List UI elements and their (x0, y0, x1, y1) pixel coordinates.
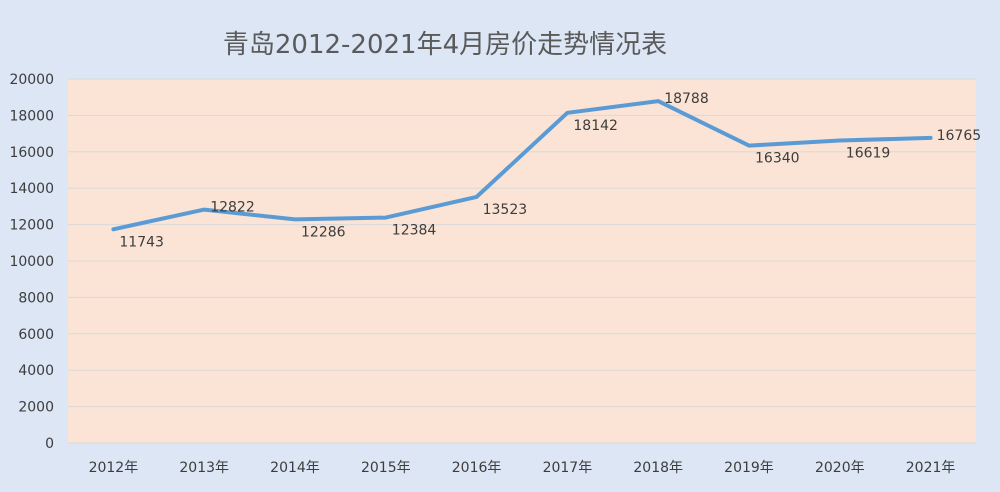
x-tick-label: 2016年 (452, 460, 502, 476)
data-label: 12384 (392, 223, 437, 239)
data-label: 18788 (664, 91, 709, 107)
y-tick-label: 10000 (9, 254, 54, 270)
y-tick-label: 20000 (9, 72, 54, 88)
data-label: 13523 (483, 202, 528, 218)
gridlines (68, 78, 976, 444)
y-tick-label: 18000 (9, 108, 54, 124)
x-tick-label: 2014年 (270, 460, 320, 476)
y-axis: 0 2000 4000 6000 8000 10000 12000 14000 16000 180… (9, 72, 54, 452)
x-tick-label: 2020年 (815, 460, 865, 476)
x-tick-label: 2018年 (633, 460, 683, 476)
data-label: 11743 (119, 234, 164, 250)
data-label: 12286 (301, 224, 346, 240)
x-tick-label: 2019年 (724, 460, 774, 476)
series-layer (111, 99, 933, 232)
y-tick-label: 14000 (9, 181, 54, 197)
x-tick-label: 2017年 (543, 460, 593, 476)
data-label: 16765 (937, 128, 982, 144)
y-tick-label: 2000 (18, 400, 54, 416)
data-label: 16619 (846, 146, 891, 162)
y-tick-label: 0 (45, 436, 54, 452)
x-tick-label: 2013年 (179, 460, 229, 476)
chart-title: 青岛2012-2021年4月房价走势情况表 (223, 30, 667, 60)
y-tick-label: 4000 (18, 363, 54, 379)
y-tick-label: 6000 (18, 327, 54, 343)
data-labels: 11743 12822 12286 12384 13523 18142 18788 16340… (119, 91, 981, 250)
x-tick-label: 2021年 (906, 460, 956, 476)
data-label: 16340 (755, 151, 800, 167)
data-label: 12822 (210, 200, 255, 216)
y-tick-label: 16000 (9, 145, 54, 161)
data-label: 18142 (573, 118, 618, 134)
y-tick-label: 12000 (9, 218, 54, 234)
series-line (111, 99, 933, 232)
x-axis: 2012年 2013年 2014年 2015年 2016年 2017年 2018年 2019年… (89, 460, 956, 476)
x-tick-label: 2015年 (361, 460, 411, 476)
x-tick-label: 2012年 (89, 460, 139, 476)
y-tick-label: 8000 (18, 290, 54, 306)
